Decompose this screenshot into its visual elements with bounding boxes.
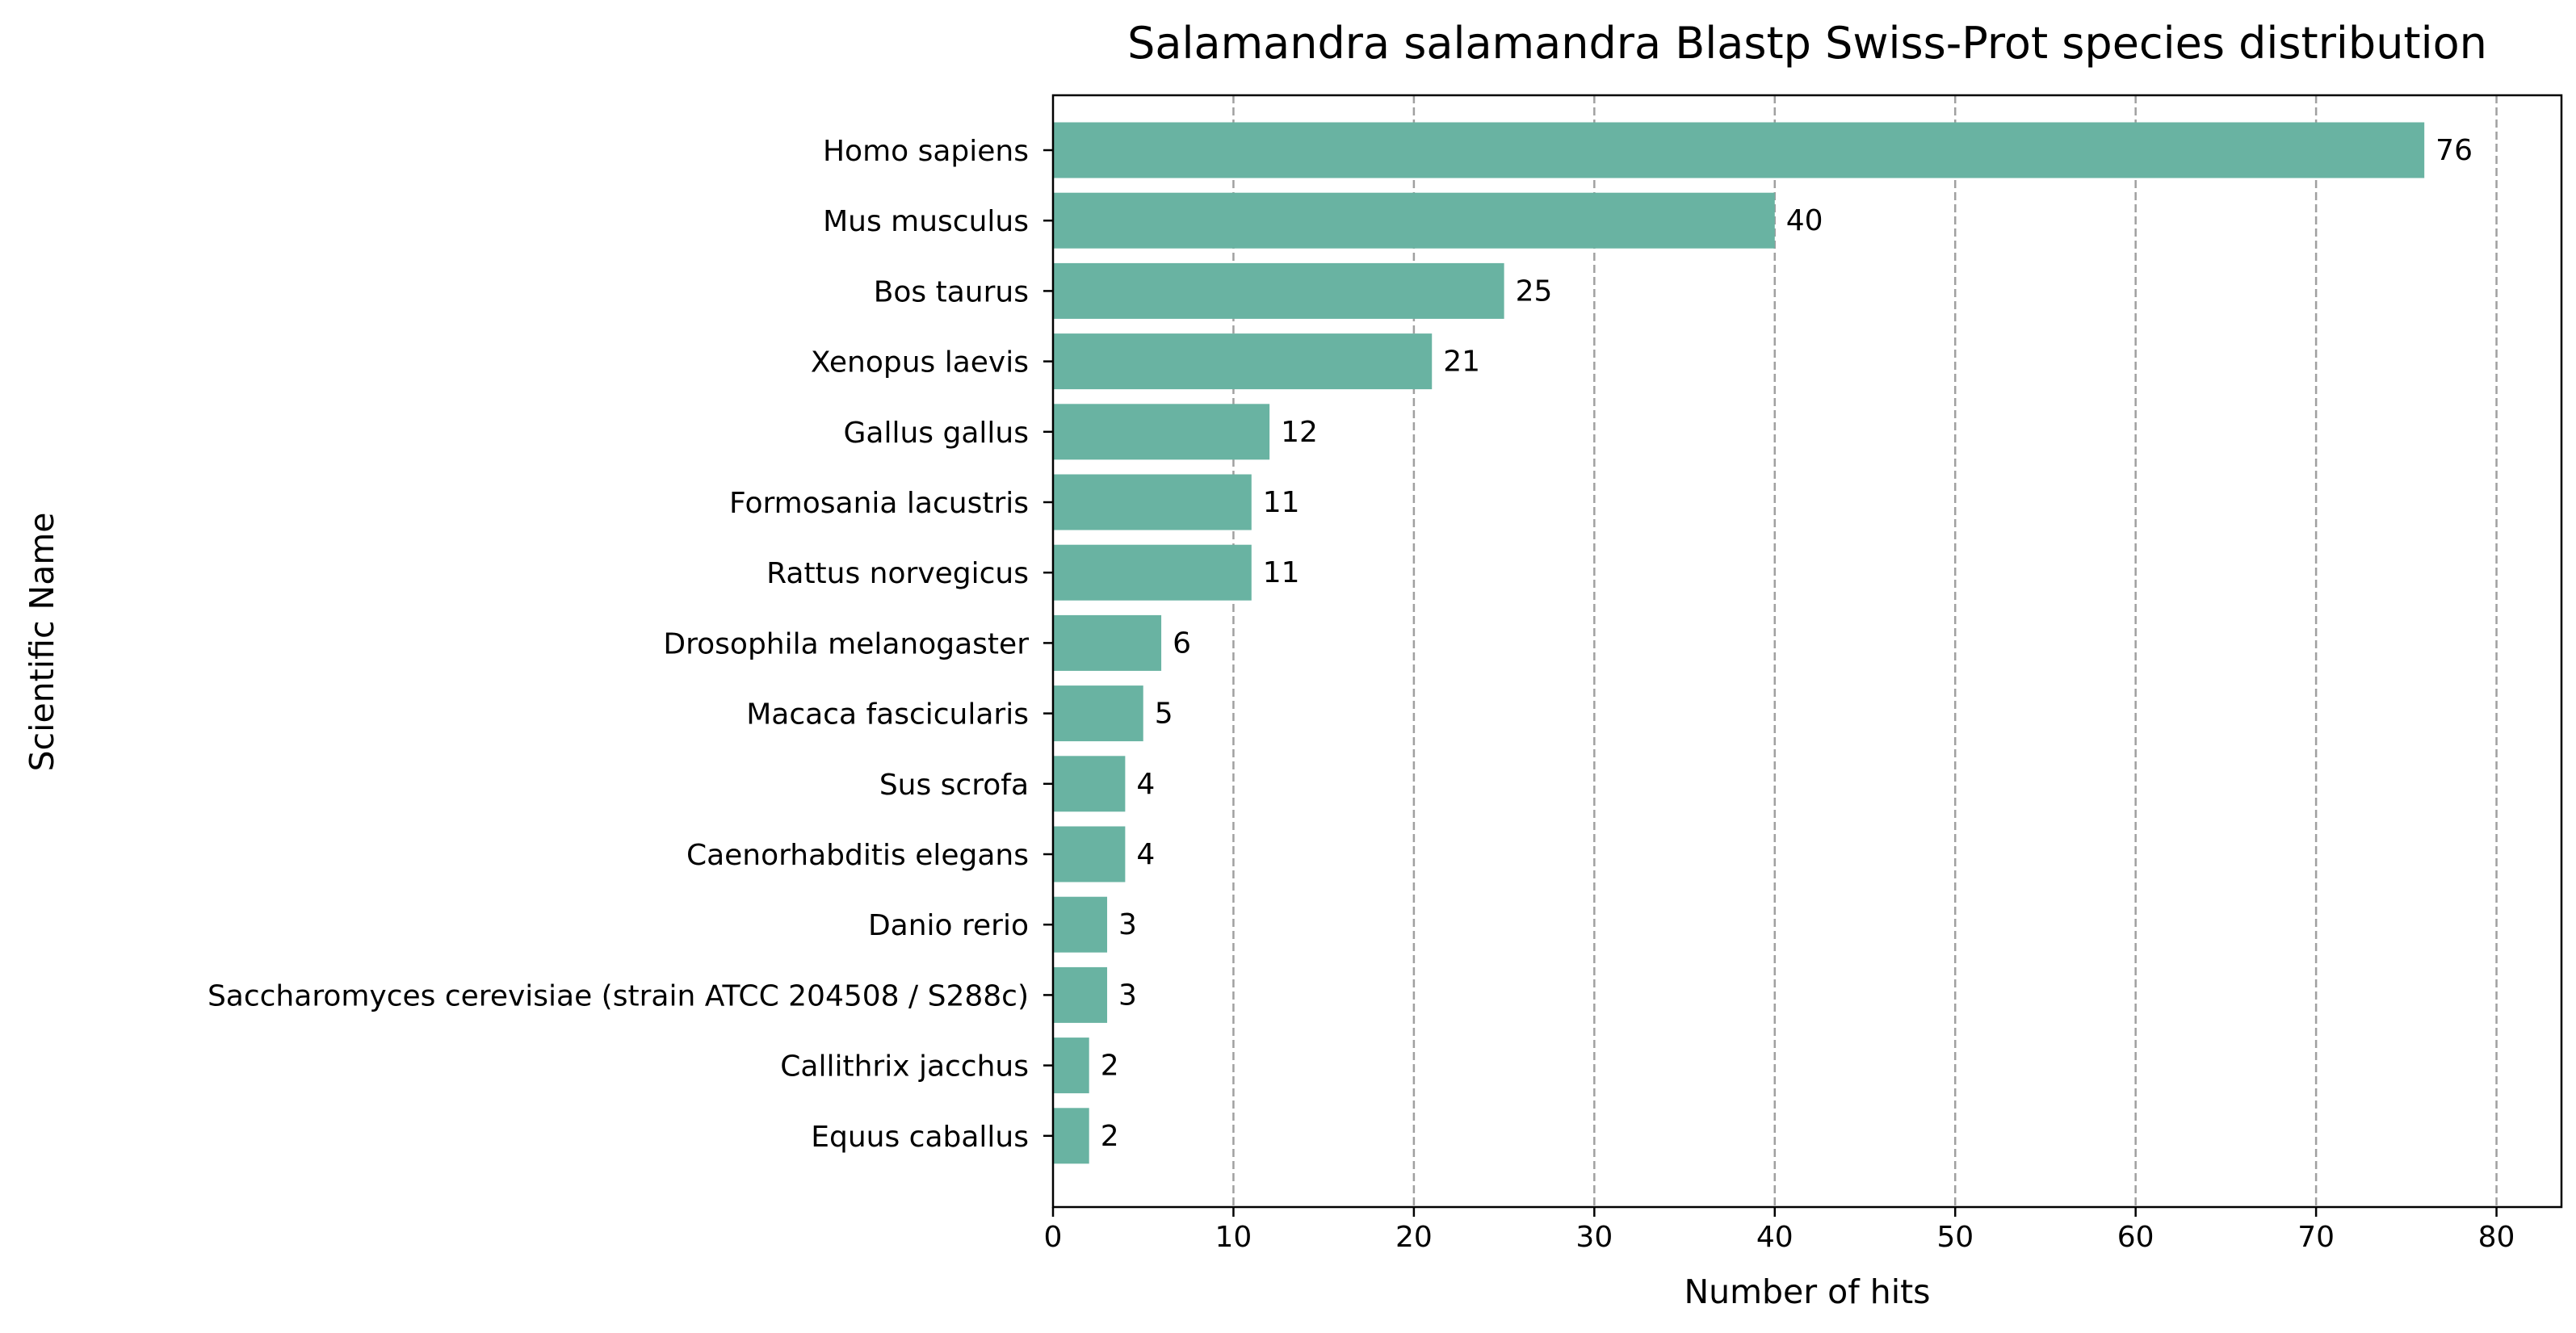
x-tick-label: 0 xyxy=(1044,1221,1063,1254)
y-tick-label: Formosania lacustris xyxy=(729,487,1029,520)
bar xyxy=(1053,826,1126,882)
data-label: 40 xyxy=(1786,204,1823,237)
bar xyxy=(1053,122,2425,178)
y-tick-label: Saccharomyces cerevisiae (strain ATCC 20… xyxy=(208,979,1029,1012)
x-tick-label: 70 xyxy=(2297,1221,2335,1254)
bar xyxy=(1053,685,1143,742)
data-label: 76 xyxy=(2435,134,2473,167)
y-tick-label: Macaca fascicularis xyxy=(746,698,1029,731)
data-label: 6 xyxy=(1173,627,1191,660)
bar xyxy=(1053,966,1108,1023)
tick-labels: 0 10 20 30 40 50 60 70 80 Homo sapiens 76 Mus muscu… xyxy=(208,134,2515,1254)
bar xyxy=(1053,614,1162,671)
y-tick-label: Xenopus laevis xyxy=(811,346,1029,379)
bar xyxy=(1053,333,1433,390)
data-label: 11 xyxy=(1263,486,1300,519)
y-tick-label: Homo sapiens xyxy=(823,135,1029,168)
data-label: 11 xyxy=(1263,556,1300,589)
gridlines xyxy=(1232,95,2498,1207)
y-tick-label: Sus scrofa xyxy=(879,769,1029,802)
x-tick-label: 20 xyxy=(1395,1221,1433,1254)
y-tick-label: Gallus gallus xyxy=(844,417,1029,450)
bar xyxy=(1053,756,1126,812)
data-label: 5 xyxy=(1155,698,1173,731)
bars xyxy=(1053,122,2425,1164)
plot-frame xyxy=(1051,94,2563,1209)
bar xyxy=(1053,404,1270,460)
bar xyxy=(1053,262,1504,319)
x-axis-label: Number of hits xyxy=(1684,1272,1930,1311)
y-axis-label: Scientific Name xyxy=(23,513,61,772)
data-label: 3 xyxy=(1118,908,1137,941)
data-label: 4 xyxy=(1136,768,1155,801)
x-tick-label: 10 xyxy=(1215,1221,1252,1254)
data-label: 4 xyxy=(1136,838,1155,871)
data-label: 12 xyxy=(1281,416,1318,449)
bar xyxy=(1053,544,1252,601)
bar xyxy=(1053,1108,1089,1164)
data-label: 3 xyxy=(1118,979,1137,1012)
bar xyxy=(1053,192,1775,249)
bar xyxy=(1053,896,1108,953)
bar xyxy=(1053,474,1252,530)
bar xyxy=(1053,1037,1089,1094)
y-tick-label: Mus musculus xyxy=(823,205,1029,238)
y-tick-label: Danio rerio xyxy=(868,909,1029,942)
data-label: 21 xyxy=(1443,346,1480,379)
y-tick-label: Bos taurus xyxy=(874,275,1029,308)
axes xyxy=(1043,94,2563,1217)
data-label: 25 xyxy=(1516,275,1553,308)
y-tick-label: Equus caballus xyxy=(811,1121,1029,1154)
x-tick-label: 50 xyxy=(1936,1221,1974,1254)
y-tick-label: Drosophila melanogaster xyxy=(663,627,1029,660)
y-tick-label: Caenorhabditis elegans xyxy=(686,839,1029,872)
x-tick-label: 80 xyxy=(2478,1221,2515,1254)
x-tick-label: 30 xyxy=(1575,1221,1613,1254)
chart-title: Salamandra salamandra Blastp Swiss-Prot … xyxy=(1127,18,2487,69)
x-tick-label: 60 xyxy=(2117,1221,2154,1254)
data-label: 2 xyxy=(1101,1120,1119,1153)
y-tick-label: Rattus norvegicus xyxy=(766,557,1029,590)
data-label: 2 xyxy=(1101,1050,1119,1083)
x-tick-label: 40 xyxy=(1756,1221,1794,1254)
y-tick-label: Callithrix jacchus xyxy=(780,1050,1029,1084)
